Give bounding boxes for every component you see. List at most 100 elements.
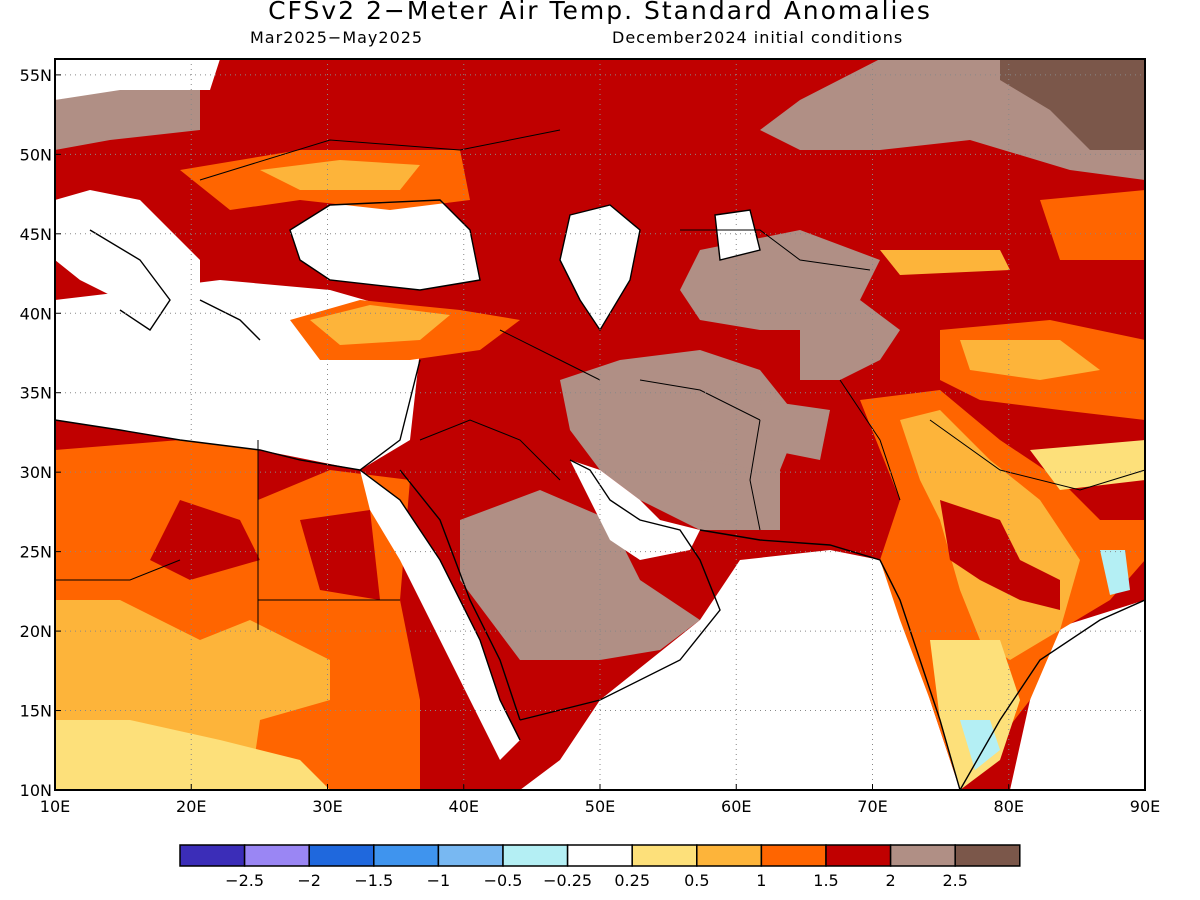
lon-tick-label: 90E [1130,797,1160,816]
region-black-sea [290,200,480,290]
region-africa-red-2 [300,510,380,600]
region-italy-white [55,190,200,300]
border-iran-north [639,379,761,421]
initial-conditions: December2024 initial conditions [612,28,904,47]
lon-tick-label: 40E [449,797,479,816]
region-arabian-sea [520,550,960,790]
colorbar-swatch [437,844,504,867]
lat-tick-label: 50N [20,145,52,164]
lat-tick-label: 15N [20,702,52,721]
region-arabia-brown [460,490,700,660]
region-tianshan-light [880,250,1010,275]
lon-ticks: 10E 20E 30E 40E 50E 60E 70E 80E 90E [40,784,1160,816]
region-siberia-dark [1000,59,1145,150]
colorbar-label: 0.25 [614,871,650,890]
coast-italy [89,229,171,331]
border-pak-india [839,379,901,501]
lon-tick-label: 30E [312,797,342,816]
lon-tick-label: 10E [40,797,70,816]
region-pakistan-brown [760,400,830,460]
colorbar-swatch [696,844,763,867]
region-s-india-cyan [960,720,1000,770]
colorbar-label: 0.5 [684,871,709,890]
colorbar-label: −0.25 [543,871,592,890]
valid-period: Mar2025−May2025 [250,28,424,47]
region-gulf-brown [700,460,780,530]
coast-red-sea-east [399,469,521,721]
colorbar-swatch [889,844,956,867]
region-red-sea [360,470,520,760]
coast-india-west [699,529,961,790]
colorbar-swatch [243,844,310,867]
colorbar-swatch [566,844,633,867]
border-chad [55,559,181,581]
region-africa-yellow [55,720,330,790]
region-bay-of-bengal [1010,600,1145,790]
region-turkey-light [310,305,450,345]
colorbar-label: −2.5 [225,871,264,890]
region-tibet-light [960,340,1100,380]
lat-tick-label: 40N [20,304,52,323]
colorbar-swatch [631,844,698,867]
lat-tick-label: 55N [20,66,52,85]
coast-black-sea [289,199,481,291]
map-title: CFSv2 2−Meter Air Temp. Standard Anomali… [268,0,932,25]
lat-tick-label: 45N [20,225,52,244]
colorbar-swatch [373,844,440,867]
border-turkey-iran [499,329,601,381]
lat-tick-label: 25N [20,543,52,562]
colorbar-swatch [954,844,1021,867]
border-kazakh [680,229,871,271]
coast-greece [199,299,261,341]
lon-tick-label: 20E [176,797,206,816]
coast-aral [714,209,761,261]
lat-tick-label: 30N [20,463,52,482]
colorbar-swatch [502,844,569,867]
lat-tick-label: 10N [20,781,52,800]
border-nepal [929,419,1145,491]
colorbar-swatch [825,844,892,867]
coast-red-sea-west [359,469,521,741]
border-iraq [419,419,561,481]
lat-tick-label: 20N [20,622,52,641]
region-bengal-cyan [1100,550,1130,595]
lat-ticks: 10N 15N 20N 25N 30N 35N 40N 45N 50N 55N [20,66,61,800]
colorbar-swatch [179,844,246,867]
colorbar-label: 1 [756,871,766,890]
lon-tick-label: 70E [857,797,887,816]
border-iran-pak [749,419,761,531]
grid-lines [55,59,1145,790]
lat-tick-label: 35N [20,384,52,403]
border-europe [199,129,561,181]
region-europe-brown [55,90,200,150]
colorbar: −2.5 −2 −1.5 −1 −0.5 −0.25 0.25 0.5 1 1.5 2 2.5 [179,844,1021,890]
colorbar-label: 1.5 [813,871,838,890]
region-aral [715,210,760,260]
region-africa-red-1 [150,500,260,580]
region-s-india-yellow [930,640,1020,790]
colorbar-swatch [308,844,375,867]
coast-caspian [559,204,641,332]
lon-tick-label: 80E [994,797,1024,816]
colorbar-label: 2.5 [942,871,967,890]
region-persian-gulf [570,460,700,560]
region-mongolia-orange [1040,190,1145,260]
region-afghan-brown [800,300,900,380]
colorbar-label: 2 [886,871,896,890]
colorbar-swatch [760,844,827,867]
colorbar-label: −2 [297,871,321,890]
coastlines [55,199,1145,790]
colorbar-label: −0.5 [484,871,523,890]
region-europe-light [260,160,420,190]
colorbar-label: −1.5 [354,871,393,890]
region-india-red [940,500,1060,610]
coast-n-africa [55,359,421,471]
lon-tick-label: 60E [721,797,751,816]
colorbar-label: −1 [427,871,451,890]
region-north-white [55,59,220,100]
lon-tick-label: 50E [585,797,615,816]
coast-india-east [959,599,1145,790]
borders [55,129,1145,630]
region-himalaya-yellow [1030,440,1145,490]
